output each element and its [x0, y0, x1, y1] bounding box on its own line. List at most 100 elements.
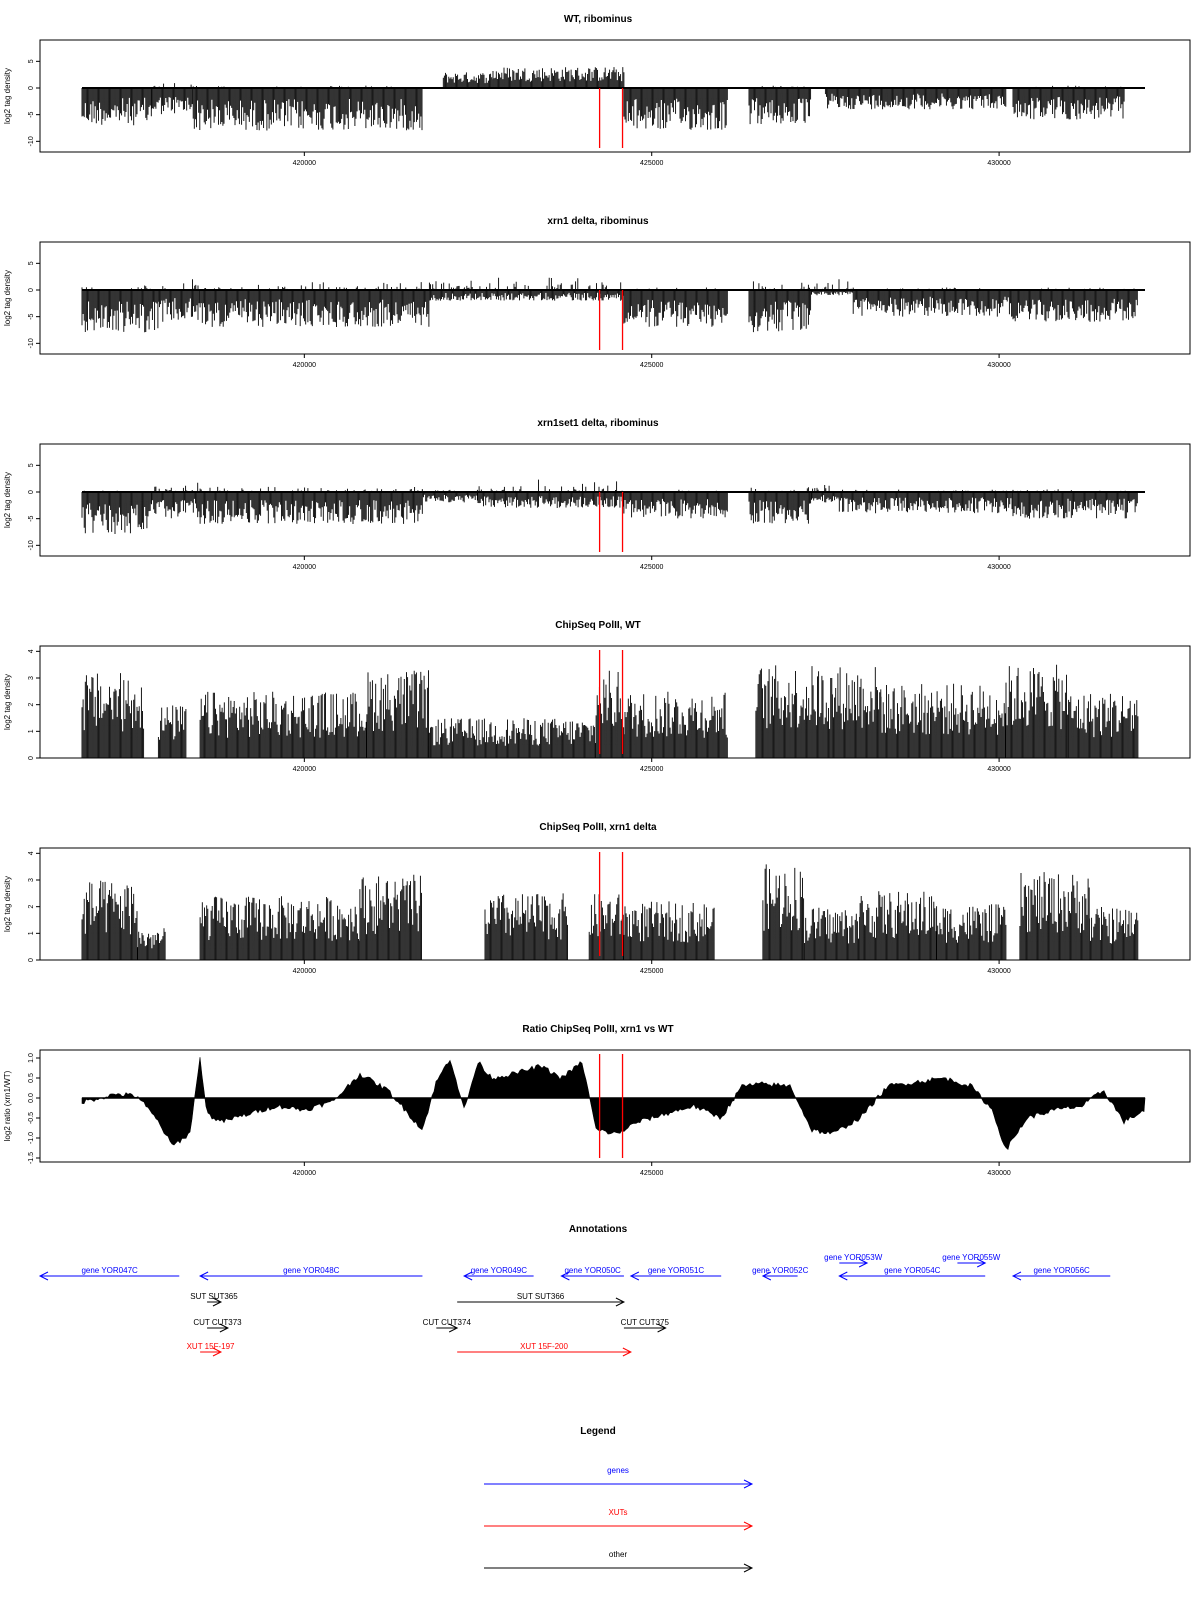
- annotation-feature: gene YOR055W: [942, 1253, 1001, 1268]
- x-tick-label: 420000: [293, 968, 316, 975]
- y-tick-label: -1.5: [28, 1152, 35, 1164]
- x-tick-label: 420000: [293, 160, 316, 167]
- y-tick-label: -1.0: [28, 1132, 35, 1144]
- feature-arrowhead: [629, 1271, 640, 1281]
- y-axis-label: log2 tag density: [3, 674, 12, 730]
- feature-arrowhead: [448, 1323, 459, 1333]
- legend-entry: genes: [484, 1466, 754, 1489]
- feature-label: gene YOR055W: [942, 1253, 1001, 1262]
- panel-title: Ratio ChipSeq PolII, xrn1 vs WT: [522, 1024, 673, 1035]
- y-tick-label: 3: [28, 676, 35, 680]
- feature-label: XUT 15F-197: [187, 1342, 235, 1351]
- y-tick-label: 5: [28, 463, 35, 467]
- annotation-feature: gene YOR053W: [824, 1253, 883, 1268]
- y-tick-label: 0: [28, 86, 35, 90]
- plot-frame: [39, 1049, 1191, 1163]
- feature-label: SUT SUT365: [190, 1292, 238, 1301]
- feature-arrowhead: [657, 1323, 667, 1333]
- signal-bars: [81, 479, 1138, 534]
- y-tick-label: 4: [28, 649, 35, 653]
- feature-arrowhead: [212, 1347, 223, 1357]
- x-tick-label: 430000: [987, 564, 1010, 571]
- feature-label: CUT CUT375: [621, 1318, 670, 1327]
- annotation-feature: CUT CUT374: [423, 1318, 472, 1333]
- feature-label: gene YOR047C: [81, 1266, 138, 1275]
- feature-arrowhead: [219, 1323, 230, 1333]
- feature-arrowhead: [560, 1271, 570, 1281]
- x-tick-label: 420000: [293, 564, 316, 571]
- x-tick-label: 425000: [640, 160, 663, 167]
- signal-bar-path: [81, 479, 1138, 534]
- y-tick-label: 5: [28, 261, 35, 265]
- signal-bars: [81, 664, 1139, 758]
- annotation-feature: SUT SUT365: [190, 1292, 238, 1307]
- plot-frame: [39, 847, 1191, 961]
- annotation-feature: gene YOR047C: [38, 1266, 180, 1281]
- feature-arrowhead: [463, 1271, 473, 1281]
- legend-arrowhead: [743, 1521, 754, 1531]
- track-panel: Ratio ChipSeq PolII, xrn1 vs WT log2 rati…: [3, 1024, 1191, 1177]
- x-tick-label: 425000: [640, 362, 663, 369]
- x-tick-label: 425000: [640, 564, 663, 571]
- y-axis-label: log2 ratio (xrn1/WT): [3, 1070, 12, 1141]
- feature-label: gene YOR056C: [1033, 1266, 1090, 1275]
- panel-title: ChipSeq PolII, WT: [555, 620, 641, 631]
- y-tick-label: 4: [28, 851, 35, 855]
- annotation-feature: gene YOR048C: [198, 1266, 423, 1281]
- feature-label: CUT CUT373: [193, 1318, 242, 1327]
- feature-arrowhead: [1011, 1271, 1022, 1281]
- y-axis-label: log2 tag density: [3, 472, 12, 528]
- y-tick-label: 5: [28, 59, 35, 63]
- track-panel: xrn1set1 delta, ribominus log2 tag densit…: [3, 418, 1191, 571]
- x-tick-label: 420000: [293, 362, 316, 369]
- y-tick-label: 2: [28, 905, 35, 909]
- feature-arrowhead: [38, 1271, 49, 1281]
- signal-bars: [81, 864, 1139, 960]
- annotation-feature: gene YOR052C: [752, 1266, 809, 1281]
- legend-title: Legend: [580, 1426, 616, 1437]
- feature-label: gene YOR052C: [752, 1266, 809, 1275]
- x-tick-label: 425000: [640, 968, 663, 975]
- plot-frame: [39, 443, 1191, 557]
- feature-arrowhead: [212, 1297, 223, 1307]
- track-panel: ChipSeq PolII, WT log2 tag density 0 1 2 3 4 42…: [3, 620, 1191, 773]
- y-tick-label: -0.5: [28, 1112, 35, 1124]
- x-tick-label: 420000: [293, 766, 316, 773]
- legend-label: XUTs: [608, 1508, 627, 1517]
- track-panel: WT, ribominus log2 tag density -10 -5 0 5 4200…: [3, 14, 1191, 167]
- signal-bar-path: [81, 664, 1139, 758]
- x-tick-label: 425000: [640, 766, 663, 773]
- y-tick-label: -5: [28, 111, 35, 117]
- y-axis-label: log2 tag density: [3, 876, 12, 932]
- annotation-feature: XUT 15F-200: [457, 1342, 632, 1357]
- annotation-feature: gene YOR051C: [629, 1266, 722, 1281]
- ratio-area: [81, 1057, 1146, 1150]
- y-tick-label: 0: [28, 490, 35, 494]
- feature-label: CUT CUT374: [423, 1318, 472, 1327]
- y-tick-label: -5: [28, 313, 35, 319]
- legend-entry: other: [484, 1550, 754, 1573]
- x-tick-label: 430000: [987, 1170, 1010, 1177]
- feature-label: gene YOR049C: [471, 1266, 528, 1275]
- legend-label: genes: [607, 1466, 629, 1475]
- annotation-feature: SUT SUT366: [457, 1292, 626, 1307]
- x-tick-label: 425000: [640, 1170, 663, 1177]
- feature-label: XUT 15F-200: [520, 1342, 568, 1351]
- feature-label: gene YOR050C: [564, 1266, 621, 1275]
- track-panel: ChipSeq PolII, xrn1 delta log2 tag densit…: [3, 822, 1191, 975]
- x-tick-label: 430000: [987, 362, 1010, 369]
- feature-arrowhead: [761, 1271, 772, 1281]
- y-tick-label: 2: [28, 703, 35, 707]
- feature-arrowhead: [622, 1347, 632, 1357]
- feature-arrowhead: [838, 1271, 848, 1281]
- annotations-title: Annotations: [569, 1224, 628, 1235]
- y-tick-label: -10: [28, 540, 35, 550]
- legend-entry: XUTs: [484, 1508, 754, 1531]
- annotation-feature: gene YOR050C: [560, 1266, 624, 1281]
- y-tick-label: 0.0: [28, 1093, 35, 1103]
- y-axis-label: log2 tag density: [3, 68, 12, 124]
- annotation-feature: gene YOR054C: [838, 1266, 986, 1281]
- legend-label: other: [609, 1550, 628, 1559]
- feature-label: SUT SUT366: [517, 1292, 565, 1301]
